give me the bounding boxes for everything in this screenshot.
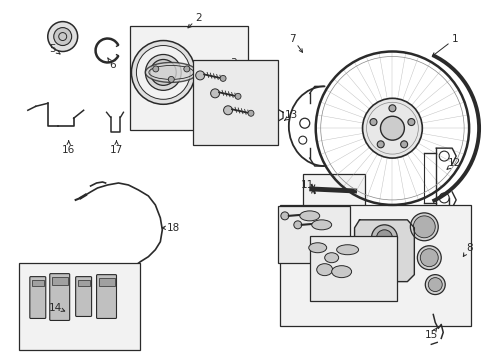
Circle shape <box>183 66 189 72</box>
Bar <box>99 278 114 285</box>
Circle shape <box>54 28 72 45</box>
Ellipse shape <box>145 62 197 82</box>
Bar <box>193 60 277 145</box>
Text: 8: 8 <box>465 243 471 253</box>
Circle shape <box>388 105 395 112</box>
Ellipse shape <box>416 246 440 270</box>
Text: 7: 7 <box>289 33 296 44</box>
Ellipse shape <box>331 266 351 278</box>
Text: 13: 13 <box>285 110 298 120</box>
Bar <box>277 206 349 263</box>
Circle shape <box>376 141 384 148</box>
Circle shape <box>280 212 288 220</box>
Bar <box>52 276 67 285</box>
Circle shape <box>136 45 190 99</box>
Polygon shape <box>354 220 413 282</box>
Text: 3: 3 <box>229 58 236 68</box>
Ellipse shape <box>409 213 437 241</box>
Bar <box>78 280 89 285</box>
Ellipse shape <box>427 278 441 292</box>
Circle shape <box>145 54 181 90</box>
Ellipse shape <box>299 211 319 221</box>
Text: 6: 6 <box>109 60 116 71</box>
Circle shape <box>152 66 159 72</box>
Bar <box>19 263 140 350</box>
Circle shape <box>376 230 392 246</box>
Ellipse shape <box>308 243 326 253</box>
Text: 4: 4 <box>254 92 261 102</box>
Ellipse shape <box>316 264 332 276</box>
Circle shape <box>131 41 195 104</box>
Bar <box>309 236 397 301</box>
FancyBboxPatch shape <box>76 276 91 316</box>
FancyBboxPatch shape <box>30 276 46 319</box>
Ellipse shape <box>420 249 437 267</box>
Text: 5: 5 <box>49 44 56 54</box>
Circle shape <box>223 106 232 115</box>
FancyBboxPatch shape <box>50 274 69 320</box>
Circle shape <box>371 225 397 251</box>
Circle shape <box>407 118 414 126</box>
Circle shape <box>168 76 174 82</box>
Circle shape <box>369 118 376 126</box>
Bar <box>32 280 44 285</box>
Text: 2: 2 <box>195 13 201 23</box>
Text: 9: 9 <box>291 217 298 227</box>
Bar <box>279 205 470 327</box>
Text: 14: 14 <box>49 302 62 312</box>
Circle shape <box>48 22 78 51</box>
Text: 11: 11 <box>301 180 314 190</box>
Circle shape <box>362 98 422 158</box>
Ellipse shape <box>425 275 444 294</box>
Bar <box>130 26 247 130</box>
Circle shape <box>210 89 219 98</box>
Circle shape <box>247 110 253 116</box>
Circle shape <box>195 71 204 80</box>
FancyBboxPatch shape <box>96 275 116 319</box>
Circle shape <box>235 93 241 99</box>
Ellipse shape <box>324 253 338 263</box>
Text: 1: 1 <box>451 33 458 44</box>
Text: 16: 16 <box>62 145 75 155</box>
Circle shape <box>249 101 264 116</box>
Text: 12: 12 <box>447 158 460 168</box>
Ellipse shape <box>412 216 434 238</box>
Bar <box>302 174 364 206</box>
Circle shape <box>380 116 404 140</box>
Ellipse shape <box>336 245 358 255</box>
Ellipse shape <box>311 220 331 230</box>
Text: 10: 10 <box>332 270 346 280</box>
Circle shape <box>400 141 407 148</box>
Circle shape <box>253 105 260 112</box>
Circle shape <box>220 75 225 81</box>
Text: 18: 18 <box>166 223 180 233</box>
Text: 15: 15 <box>424 330 437 341</box>
Text: 17: 17 <box>110 145 123 155</box>
Circle shape <box>293 221 301 229</box>
Circle shape <box>150 59 176 85</box>
